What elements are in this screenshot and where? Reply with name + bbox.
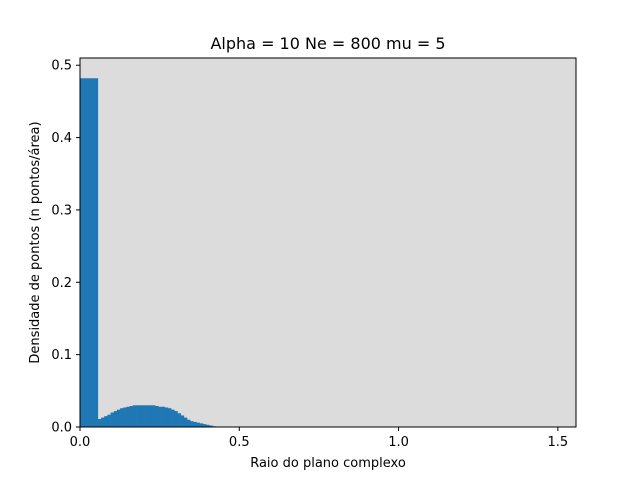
histogram-bar bbox=[80, 78, 99, 428]
y-tick-label: 0.0 bbox=[51, 421, 72, 436]
histogram-bar bbox=[132, 405, 137, 427]
histogram-bar bbox=[164, 407, 169, 427]
histogram-bar bbox=[202, 424, 207, 427]
x-tick-label: 1.5 bbox=[547, 435, 568, 450]
histogram-bar bbox=[110, 412, 115, 427]
y-tick-label: 0.1 bbox=[51, 348, 72, 363]
histogram-bar bbox=[199, 423, 204, 427]
histogram-bar bbox=[171, 409, 175, 427]
histogram-bar bbox=[183, 417, 188, 427]
histogram-bar bbox=[209, 425, 213, 427]
chart-title: Alpha = 10 Ne = 800 mu = 5 bbox=[210, 34, 445, 53]
histogram-bar bbox=[180, 415, 185, 427]
histogram-bar bbox=[120, 408, 124, 427]
histogram-bar bbox=[151, 405, 156, 427]
histogram-bar bbox=[126, 406, 130, 427]
histogram-bar bbox=[129, 406, 134, 427]
y-tick-label: 0.4 bbox=[51, 131, 72, 146]
histogram-bar bbox=[107, 414, 111, 427]
histogram-bar bbox=[155, 406, 159, 427]
histogram-bar bbox=[193, 421, 197, 427]
histogram-bar bbox=[206, 424, 210, 427]
histogram-bars bbox=[80, 78, 220, 428]
x-tick-label: 1.0 bbox=[388, 435, 409, 450]
histogram-bar bbox=[97, 419, 102, 427]
histogram-bar bbox=[174, 411, 178, 427]
histogram-bar bbox=[196, 422, 201, 427]
y-tick-label: 0.5 bbox=[51, 59, 72, 74]
histogram-bar bbox=[116, 409, 121, 427]
histogram-bar bbox=[113, 411, 118, 427]
histogram-bar bbox=[177, 413, 181, 427]
x-tick-label: 0.0 bbox=[70, 435, 91, 450]
histogram-bar bbox=[136, 405, 140, 427]
y-axis-label: Densidade de pontos (n pontos/área) bbox=[28, 121, 43, 363]
histogram-bar bbox=[145, 405, 150, 427]
x-axis-label: Raio do plano complexo bbox=[250, 456, 406, 471]
histogram-bar bbox=[190, 421, 194, 427]
y-tick-label: 0.2 bbox=[51, 276, 72, 291]
plot-frame bbox=[79, 57, 577, 428]
histogram-bar bbox=[167, 408, 172, 427]
histogram-bar bbox=[123, 407, 127, 427]
histogram-bar bbox=[101, 417, 105, 427]
x-tick-label: 0.5 bbox=[229, 435, 250, 450]
histogram-bar bbox=[187, 419, 191, 427]
histogram-bar bbox=[139, 405, 143, 427]
x-axis-ticks: 0.0 0.5 1.0 1.5 bbox=[70, 427, 568, 450]
histogram-bar bbox=[148, 405, 153, 427]
histogram-bar bbox=[142, 405, 146, 427]
y-axis-ticks: 0.0 0.1 0.2 0.3 0.4 0.5 bbox=[51, 59, 80, 436]
y-tick-label: 0.3 bbox=[51, 203, 72, 218]
histogram-bar bbox=[161, 406, 166, 427]
histogram-bar bbox=[158, 406, 162, 427]
plot-background bbox=[80, 58, 576, 427]
histogram-bar bbox=[104, 416, 108, 427]
